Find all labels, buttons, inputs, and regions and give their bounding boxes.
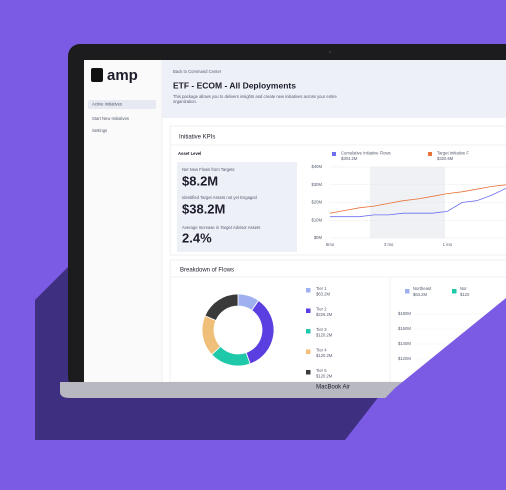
nav-item[interactable]: Settings xyxy=(92,128,107,133)
legend-swatch xyxy=(428,152,432,156)
pie-slice xyxy=(204,293,239,321)
charts: $0M $10M $20M $30M $40M 6mo 3 mo 1 mo Cumulative… xyxy=(201,151,506,379)
logo: amp xyxy=(107,67,138,84)
legend-label: Tier 3 xyxy=(316,327,327,332)
legend-value: $226.2M xyxy=(316,312,333,317)
legend-label: Nor xyxy=(460,286,467,291)
kpi-value: $38.2M xyxy=(182,201,225,216)
logo-mark xyxy=(91,68,103,82)
legend-label: Cumulative Initiative Flows xyxy=(341,151,391,156)
series-line xyxy=(329,184,506,214)
kpi-value: $8.2M xyxy=(182,173,218,188)
camera xyxy=(328,50,332,54)
kpi-label: Average Increase in Target Advisor Asset… xyxy=(182,225,260,230)
y-tick-label: $120M xyxy=(398,356,411,361)
legend-swatch xyxy=(452,289,457,294)
y-tick-label: $20M xyxy=(312,200,323,205)
legend-total: $320.6M xyxy=(437,156,454,161)
section-title: Initiative KPIs xyxy=(179,135,215,141)
legend-value: $120.2M xyxy=(316,353,333,358)
back-link[interactable]: Back to Command Center xyxy=(173,69,222,74)
section-title: Breakdown of Flows xyxy=(180,268,234,274)
nav-item[interactable]: Active Initiatives xyxy=(92,102,122,107)
y-tick-label: $160M xyxy=(398,326,411,331)
nav-active xyxy=(88,100,156,109)
legend-swatch xyxy=(306,349,311,354)
kpi-label: Net New Flows from Targets xyxy=(182,167,235,172)
legend-label: Tier 1 xyxy=(316,286,327,291)
foreground: MacBook Air xyxy=(60,298,506,490)
legend-label: Tier 2 xyxy=(316,307,327,312)
y-tick-label: $0M xyxy=(314,235,323,240)
y-tick-label: $40M xyxy=(312,164,323,169)
legend-value: $120.2M xyxy=(316,333,333,338)
legend-label: Target Initiative F xyxy=(437,151,469,156)
legend-swatch xyxy=(306,288,311,293)
legend-swatch xyxy=(332,152,336,156)
legend-total: $304.2M xyxy=(341,156,358,161)
x-tick-label: 6mo xyxy=(326,242,335,247)
x-tick-label: 3 mo xyxy=(384,242,394,247)
legend-swatch xyxy=(306,370,311,375)
tab[interactable]: Asset Level xyxy=(178,151,201,156)
y-tick-label: $180M xyxy=(398,311,411,316)
device-label: MacBook Air xyxy=(316,385,350,391)
kpi-box xyxy=(177,162,297,252)
description: organization. xyxy=(173,99,197,104)
legend-swatch xyxy=(306,329,311,334)
sidebar xyxy=(84,60,162,382)
legend-label: Tier 4 xyxy=(316,348,327,353)
legend-total: $63.2M xyxy=(413,292,427,297)
y-tick-label: $140M xyxy=(398,341,411,346)
page-title[interactable]: ETF - ECOM - All Deployments xyxy=(173,80,296,90)
header xyxy=(162,60,506,118)
nav-item[interactable]: Start New Initiatives xyxy=(92,116,129,121)
description: This package allows you to delivers insi… xyxy=(173,94,338,99)
legend-value: $63.2M xyxy=(316,292,330,297)
series-line xyxy=(330,187,506,218)
legend-label: Tier 5 xyxy=(316,368,327,373)
legend-value: $120.2M xyxy=(316,374,333,379)
legend-total: $120 xyxy=(460,292,470,297)
y-tick-label: $30M xyxy=(312,182,323,187)
kpi-label: Identified Target Assets not yet Engaged xyxy=(182,195,258,200)
overlay-shape xyxy=(300,298,506,490)
kpi-value: 2.4% xyxy=(182,230,212,245)
legend-swatch xyxy=(306,308,311,313)
x-tick-label: 1 mo xyxy=(443,242,453,247)
legend-label: Northeast xyxy=(413,286,432,291)
y-tick-label: $10M xyxy=(312,217,323,222)
legend-swatch xyxy=(405,289,410,294)
